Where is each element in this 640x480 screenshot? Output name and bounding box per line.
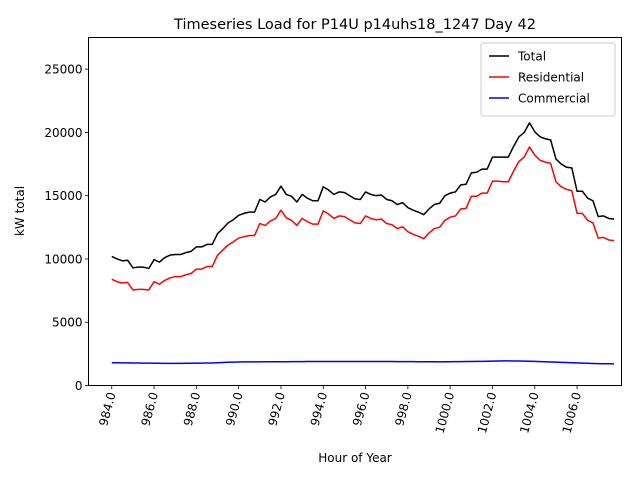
legend-box — [480, 42, 616, 117]
y-tick-label: 20000 — [44, 126, 82, 140]
y-tick-label: 0 — [75, 379, 83, 393]
x-tick-label: 994.0 — [308, 391, 330, 428]
x-tick-label: 984.0 — [96, 391, 118, 428]
x-tick-label: 986.0 — [139, 391, 161, 428]
x-tick-label: 990.0 — [223, 391, 245, 428]
x-tick-label: 998.0 — [392, 391, 414, 428]
y-axis-label: kW total — [13, 186, 27, 236]
x-tick-label: 988.0 — [181, 391, 203, 428]
chart-title: Timeseries Load for P14U p14uhs18_1247 D… — [173, 17, 536, 33]
x-tick-label: 992.0 — [265, 391, 287, 428]
x-tick-label: 1000.0 — [433, 391, 457, 435]
y-tick-label: 25000 — [44, 63, 82, 77]
legend: Total Residential Commercial — [480, 42, 616, 117]
series-line-total — [111, 122, 615, 270]
legend-label-residential: Residential — [518, 71, 584, 85]
x-tick-label: 1004.0 — [517, 391, 541, 435]
y-tick-label: 15000 — [44, 189, 82, 203]
y-tick-label: 5000 — [52, 316, 83, 330]
legend-label-commercial: Commercial — [518, 92, 590, 106]
series-line-commercial — [111, 360, 615, 365]
x-tick-label: 996.0 — [350, 391, 372, 428]
series-line-residential — [111, 146, 615, 291]
legend-label-total: Total — [517, 50, 546, 64]
x-tick-label: 1002.0 — [475, 391, 499, 435]
x-axis-label: Hour of Year — [318, 451, 392, 465]
plot-frame — [88, 37, 622, 386]
y-tick-label: 10000 — [44, 252, 82, 266]
x-tick-label: 1006.0 — [560, 391, 584, 435]
